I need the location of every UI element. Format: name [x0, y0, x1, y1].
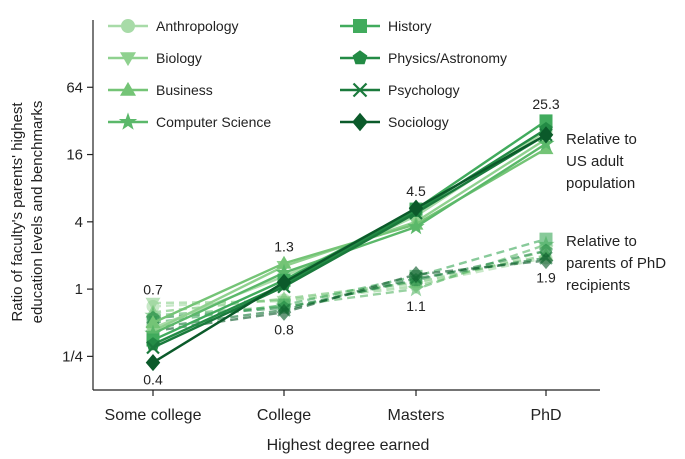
data-point [408, 265, 424, 284]
legend-label: Business [156, 82, 213, 98]
y-axis-title-line-2: education levels and benchmarks [29, 101, 46, 324]
data-point [539, 232, 553, 246]
group-label-line: US adult [566, 153, 624, 170]
y-tick-label: 1 [75, 281, 83, 298]
data-label: 25.3 [532, 96, 559, 112]
series-business-us-population [145, 141, 554, 329]
y-tick-label: 1/4 [62, 348, 83, 365]
legend-label: Physics/Astronomy [388, 50, 507, 66]
data-label: 1.9 [536, 270, 556, 286]
data-label: 0.4 [143, 372, 163, 388]
y-tick-label: 4 [75, 214, 83, 231]
legend-item-computer-science: Computer Science [108, 112, 271, 130]
series-layer [144, 114, 555, 372]
legend: Anthropology Biology Business Computer Scie… [108, 18, 507, 132]
legend-item-psychology: Psychology [340, 82, 460, 98]
x-tick-label: College [257, 407, 311, 424]
x-tick-label: Masters [388, 407, 445, 424]
marker-stroke [352, 82, 368, 98]
legend-marker [119, 52, 137, 67]
y-tick-label: 16 [66, 147, 83, 164]
data-label: 4.5 [406, 183, 426, 199]
data-point [146, 340, 160, 355]
annotation-layer: 0.7 0.4 1.3 0.8 4.5 1.1 25.3 1.9 [143, 96, 560, 388]
legend-item-biology: Biology [108, 50, 202, 67]
legend-marker [352, 112, 368, 132]
group-label-line: population [566, 175, 635, 192]
data-label: 0.8 [274, 321, 294, 337]
y-axis-title-line-1: Ratio of faculty's parents' highest [9, 102, 26, 322]
series-line [152, 128, 547, 346]
data-point [538, 251, 554, 270]
series-line [152, 249, 547, 320]
legend-label: Computer Science [156, 114, 271, 130]
legend-label: Psychology [388, 82, 460, 98]
legend-marker [119, 81, 137, 96]
series-line [152, 237, 547, 324]
group-label-line: recipients [566, 277, 630, 294]
x-tick-label: PhD [530, 407, 561, 424]
data-point [276, 303, 292, 321]
legend-marker [352, 82, 368, 98]
data-label: 1.3 [274, 238, 294, 254]
legend-item-sociology: Sociology [340, 112, 449, 132]
data-point [407, 217, 425, 235]
series-line [152, 142, 547, 335]
legend-item-history: History [340, 18, 432, 34]
y-axis-title: Ratio of faculty's parents' highest educ… [9, 101, 46, 324]
group-label-line: Relative to [566, 233, 637, 250]
x-axis-title: Highest degree earned [267, 437, 430, 454]
data-point [145, 353, 161, 372]
x-tick-label: Some college [105, 407, 202, 424]
legend-label: Sociology [388, 114, 449, 130]
series-line [152, 133, 547, 364]
group-label-line: parents of PhD [566, 255, 666, 272]
group-label-layer: Relative to US adult population Relative to… [566, 131, 666, 294]
series-sociology-phd-parents [145, 251, 554, 340]
legend-label: History [388, 18, 432, 34]
data-label: 1.1 [406, 298, 426, 314]
legend-item-physics-astronomy: Physics/Astronomy [340, 50, 507, 66]
data-point [276, 273, 292, 291]
legend-marker [121, 19, 135, 33]
y-tick-label: 64 [66, 79, 83, 96]
data-label: 0.7 [143, 281, 163, 297]
marker-stroke [146, 340, 160, 355]
data-point [538, 126, 554, 144]
legend-item-business: Business [108, 81, 213, 98]
legend-marker [118, 112, 138, 130]
legend-marker [353, 19, 367, 33]
legend-label: Anthropology [156, 18, 239, 34]
series-line [152, 133, 547, 349]
data-point [145, 297, 161, 311]
x-axis-ticks: Some college College Masters PhD [105, 390, 562, 424]
series-sociology-us-population [145, 126, 554, 372]
legend-label: Biology [156, 50, 202, 66]
legend-item-anthropology: Anthropology [108, 18, 239, 34]
legend-marker [352, 50, 368, 65]
data-point [408, 199, 424, 217]
y-axis-ticks: 1/4 1 4 16 64 [62, 79, 93, 365]
group-label-line: Relative to [566, 131, 637, 148]
data-point [407, 280, 425, 297]
